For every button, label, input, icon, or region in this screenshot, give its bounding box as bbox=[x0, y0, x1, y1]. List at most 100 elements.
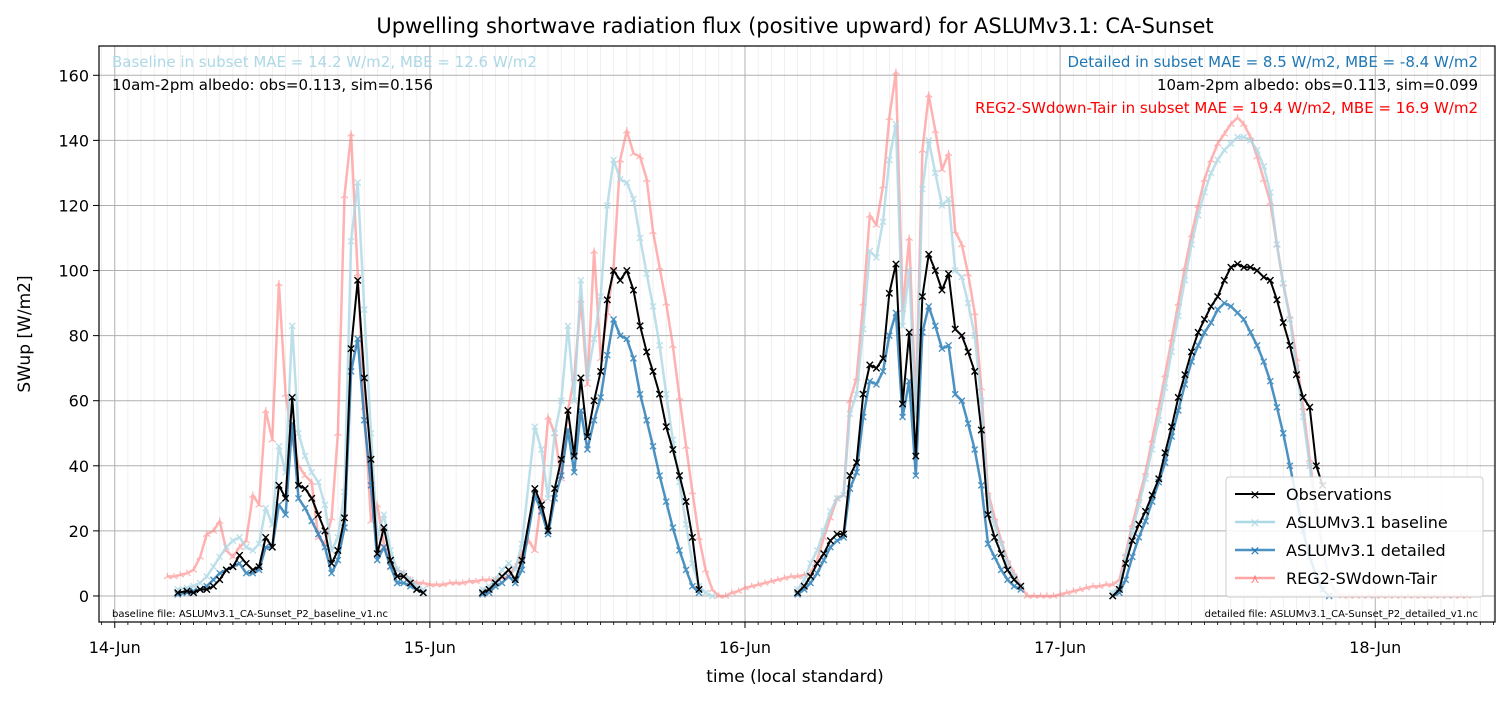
data-point bbox=[249, 566, 257, 574]
data-point bbox=[931, 127, 940, 134]
data-point bbox=[255, 562, 263, 571]
reg2-metrics-annotation: REG2-SWdown-Tair in subset MAE = 19.4 W/… bbox=[975, 99, 1478, 117]
data-point bbox=[1155, 475, 1163, 483]
data-point bbox=[872, 380, 880, 388]
y-tick-label: 40 bbox=[69, 457, 89, 476]
data-point bbox=[1306, 403, 1314, 411]
data-point bbox=[1109, 592, 1117, 600]
data-point bbox=[1135, 533, 1143, 541]
data-point bbox=[958, 397, 966, 405]
data-point bbox=[1240, 263, 1248, 271]
data-point bbox=[1253, 146, 1261, 154]
data-point bbox=[1260, 162, 1268, 170]
legend-item-reg2: ⋏ REG2-SWdown-Tair bbox=[1235, 569, 1437, 588]
detailed-file-annotation: detailed file: ASLUMv3.1_CA-Sunset_P2_de… bbox=[1205, 609, 1478, 620]
baseline-albedo-annotation: 10am-2pm albedo: obs=0.113, sim=0.156 bbox=[112, 76, 433, 94]
data-point bbox=[340, 192, 349, 199]
data-point bbox=[360, 416, 368, 424]
data-point bbox=[951, 325, 959, 333]
data-point bbox=[931, 322, 939, 330]
data-point bbox=[813, 546, 821, 554]
data-point bbox=[288, 322, 296, 330]
data-point bbox=[662, 390, 670, 398]
data-point bbox=[275, 481, 283, 490]
data-point bbox=[866, 377, 874, 385]
data-point bbox=[557, 472, 565, 480]
data-point bbox=[905, 234, 914, 241]
data-point bbox=[905, 267, 913, 275]
data-point bbox=[984, 540, 992, 548]
svg-text:×: × bbox=[1250, 488, 1261, 503]
data-point bbox=[623, 179, 631, 187]
data-point bbox=[925, 250, 933, 258]
data-point bbox=[773, 576, 782, 583]
data-point bbox=[899, 413, 907, 421]
data-point bbox=[380, 511, 388, 519]
data-point bbox=[938, 201, 946, 209]
data-point bbox=[242, 569, 250, 577]
data-point bbox=[327, 514, 336, 521]
data-point bbox=[196, 553, 204, 560]
data-point bbox=[174, 589, 182, 597]
data-point bbox=[360, 374, 369, 382]
data-point bbox=[662, 423, 670, 431]
data-point bbox=[1260, 358, 1268, 366]
data-point bbox=[511, 576, 519, 584]
data-point bbox=[636, 153, 644, 160]
y-tick-label: 60 bbox=[69, 392, 89, 411]
data-point bbox=[643, 416, 651, 424]
data-point bbox=[321, 501, 329, 509]
chart-title: Upwelling shortwave radiation flux (posi… bbox=[376, 14, 1213, 38]
data-point bbox=[531, 423, 539, 431]
data-point bbox=[945, 195, 953, 203]
data-point bbox=[577, 374, 585, 382]
data-point bbox=[892, 260, 900, 268]
data-point bbox=[918, 146, 927, 154]
data-point bbox=[1194, 341, 1202, 349]
data-point bbox=[294, 429, 302, 437]
baseline-file-annotation: baseline file: ASLUMv3.1_CA-Sunset_P2_ba… bbox=[112, 609, 388, 620]
data-point bbox=[354, 179, 362, 187]
data-point bbox=[1207, 302, 1215, 311]
data-point bbox=[1279, 280, 1287, 288]
data-point bbox=[367, 455, 375, 463]
data-point bbox=[918, 292, 927, 301]
data-point bbox=[970, 309, 979, 316]
data-point bbox=[675, 393, 684, 401]
data-point bbox=[1227, 302, 1235, 310]
legend-box bbox=[1225, 476, 1484, 598]
data-point bbox=[1194, 211, 1202, 219]
x-tick-label: 18-Jun bbox=[1349, 638, 1401, 657]
data-point bbox=[1121, 559, 1130, 568]
data-point bbox=[216, 553, 224, 561]
data-point bbox=[1312, 462, 1321, 470]
data-point bbox=[242, 559, 250, 568]
data-point bbox=[1168, 348, 1176, 356]
data-point bbox=[1122, 576, 1130, 584]
data-point bbox=[439, 581, 447, 588]
data-point bbox=[616, 156, 625, 163]
data-point bbox=[1148, 446, 1156, 454]
data-point bbox=[1220, 276, 1229, 284]
data-point bbox=[971, 446, 979, 454]
data-point bbox=[701, 566, 710, 573]
data-point bbox=[1273, 241, 1281, 249]
data-point bbox=[1049, 592, 1058, 599]
data-point bbox=[754, 581, 763, 588]
data-point bbox=[780, 574, 789, 582]
data-point bbox=[938, 345, 946, 353]
x-tick-label: 17-Jun bbox=[1034, 638, 1086, 657]
data-point bbox=[682, 520, 690, 528]
data-point bbox=[577, 276, 585, 284]
data-point bbox=[1260, 273, 1268, 281]
data-point bbox=[859, 390, 867, 398]
data-point bbox=[1010, 576, 1018, 584]
data-point bbox=[189, 566, 198, 573]
data-point bbox=[649, 302, 657, 310]
data-point bbox=[662, 498, 670, 506]
data-point bbox=[1148, 491, 1156, 499]
data-point bbox=[885, 289, 894, 298]
data-point bbox=[1188, 241, 1196, 249]
data-point bbox=[590, 247, 598, 254]
